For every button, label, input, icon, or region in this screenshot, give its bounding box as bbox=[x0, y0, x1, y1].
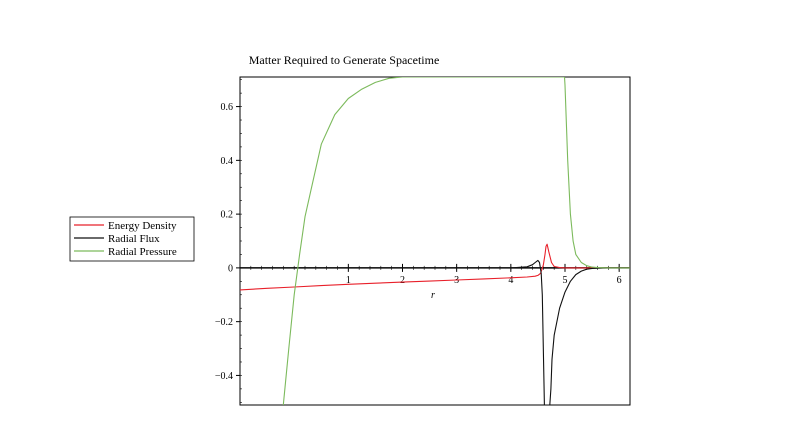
y-tick-label: 0.2 bbox=[221, 210, 234, 221]
x-tick-label: 2 bbox=[400, 275, 405, 286]
chart-title: Matter Required to Generate Spacetime bbox=[249, 53, 440, 67]
y-tick-label: −0.2 bbox=[215, 317, 233, 328]
plot-frame bbox=[239, 76, 631, 406]
x-tick-label: 5 bbox=[563, 275, 568, 286]
x-tick-label: 6 bbox=[617, 275, 622, 286]
legend-box bbox=[69, 216, 195, 262]
x-axis-label: r bbox=[431, 290, 435, 301]
series-line-radial-pressure bbox=[282, 77, 630, 405]
y-tick-label: 0 bbox=[228, 263, 233, 274]
y-tick-label: −0.4 bbox=[215, 371, 233, 382]
legend-label: Radial Flux bbox=[108, 233, 160, 245]
series-line-energy-density bbox=[240, 243, 630, 291]
series-lines bbox=[240, 77, 630, 405]
x-tick-label: 4 bbox=[508, 275, 513, 286]
y-tick-label: 0.4 bbox=[221, 156, 234, 167]
x-tick-label: 1 bbox=[346, 275, 351, 286]
legend-label: Energy Density bbox=[108, 220, 177, 232]
y-axis: 0.6 0.4 0.2 0 −0.2 −0.4 bbox=[215, 79, 242, 403]
legend-label: Radial Pressure bbox=[108, 246, 177, 258]
series-line-radial-flux bbox=[240, 259, 630, 405]
y-tick-label: 0.6 bbox=[221, 102, 234, 113]
